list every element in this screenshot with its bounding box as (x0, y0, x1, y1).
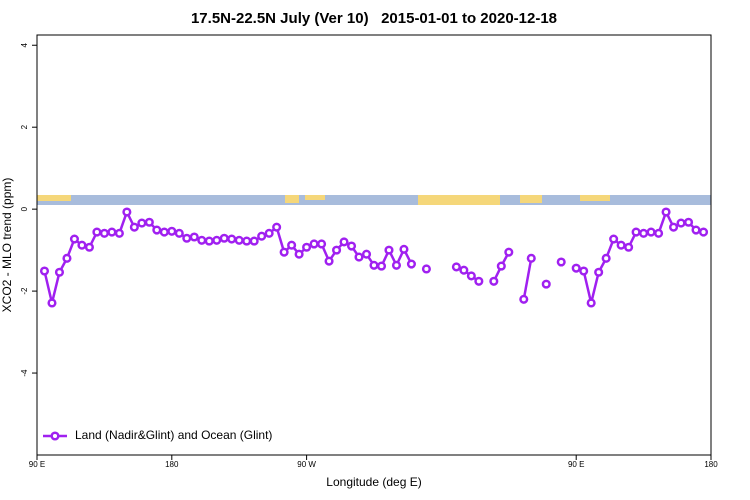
data-point (541, 279, 551, 289)
data-point (152, 225, 162, 235)
x-tick-label: 90 E (29, 460, 45, 469)
data-point (369, 260, 379, 270)
data-point (691, 225, 701, 235)
data-point (287, 240, 297, 250)
y-tick-label: 2 (20, 124, 29, 129)
chart-title: 17.5N-22.5N July (Ver 10) 2015-01-01 to … (191, 10, 557, 27)
data-point (137, 218, 147, 228)
data-point (144, 217, 154, 227)
data-point (556, 257, 566, 267)
data-point (519, 294, 529, 304)
data-point (676, 218, 686, 228)
data-point (47, 298, 57, 308)
data-point (571, 263, 581, 273)
data-point (249, 236, 259, 246)
data-point (579, 266, 589, 276)
data-point (496, 261, 506, 271)
data-point (489, 276, 499, 286)
data-point (122, 207, 132, 217)
legend-marker (50, 431, 60, 441)
data-point (474, 276, 484, 286)
data-point (317, 239, 327, 249)
data-point (39, 266, 50, 276)
data-point (77, 240, 87, 250)
data-point (62, 253, 72, 263)
data-point (302, 242, 312, 252)
data-point (107, 227, 117, 237)
data-point (219, 233, 229, 243)
y-tick-label: 4 (20, 42, 29, 47)
data-point (504, 247, 514, 257)
series-line (522, 258, 533, 300)
x-tick-label: 180 (704, 460, 718, 469)
data-point (698, 227, 709, 237)
data-point (257, 231, 267, 241)
y-tick-label: 0 (20, 206, 29, 211)
land-ocean-strip (37, 195, 711, 205)
data-point (242, 236, 252, 246)
data-point (324, 256, 334, 266)
legend-label: Land (Nadir&Glint) and Ocean (Glint) (75, 428, 272, 442)
data-point (451, 262, 461, 272)
data-point (399, 244, 409, 254)
data-point (594, 267, 604, 277)
data-point (159, 227, 169, 237)
data-point (459, 265, 469, 275)
data-point (197, 235, 207, 245)
data-point (376, 261, 387, 271)
data-point (54, 267, 65, 277)
data-point (526, 253, 536, 263)
data-point (182, 233, 192, 243)
data-point (212, 235, 222, 245)
x-tick-label: 90 E (568, 460, 584, 469)
data-point (309, 239, 319, 249)
data-point (421, 264, 431, 274)
data-point (129, 222, 139, 232)
data-point (167, 226, 177, 236)
data-point (84, 242, 94, 252)
data-point (639, 228, 649, 238)
plot-frame (36, 34, 712, 456)
data-point (264, 228, 274, 238)
data-point (661, 207, 671, 217)
data-point (272, 222, 282, 232)
data-point (174, 228, 184, 238)
x-tick-label: 180 (165, 460, 179, 469)
data-point (361, 249, 372, 259)
data-point (234, 235, 244, 245)
data-point (92, 227, 102, 237)
y-axis-label: XCO2 - MLO trend (ppm) (0, 178, 14, 313)
data-point (654, 228, 664, 238)
data-point (204, 236, 214, 246)
data-point (601, 253, 611, 263)
data-point (624, 242, 634, 252)
x-axis-label: Longitude (deg E) (326, 475, 421, 489)
data-point (114, 228, 124, 238)
data-point (354, 252, 364, 262)
data-point (227, 234, 237, 244)
data-point (616, 240, 626, 250)
data-point (69, 234, 79, 244)
data-point (332, 245, 342, 255)
x-tick-label: 90 W (297, 460, 316, 469)
data-point (646, 227, 656, 237)
data-point (586, 298, 596, 308)
y-tick-label: -2 (20, 287, 29, 295)
data-point (346, 241, 357, 251)
data-point (669, 222, 679, 232)
data-point (466, 271, 476, 281)
data-point (406, 259, 416, 269)
data-point (609, 234, 619, 244)
y-tick-label: -4 (20, 369, 29, 377)
data-point (683, 217, 694, 227)
data-point (384, 245, 394, 255)
data-point (391, 260, 402, 270)
data-point (631, 227, 641, 237)
data-point (294, 249, 304, 259)
data-point (339, 237, 349, 247)
data-point (279, 247, 289, 257)
data-point (189, 232, 199, 242)
data-point (99, 228, 109, 238)
